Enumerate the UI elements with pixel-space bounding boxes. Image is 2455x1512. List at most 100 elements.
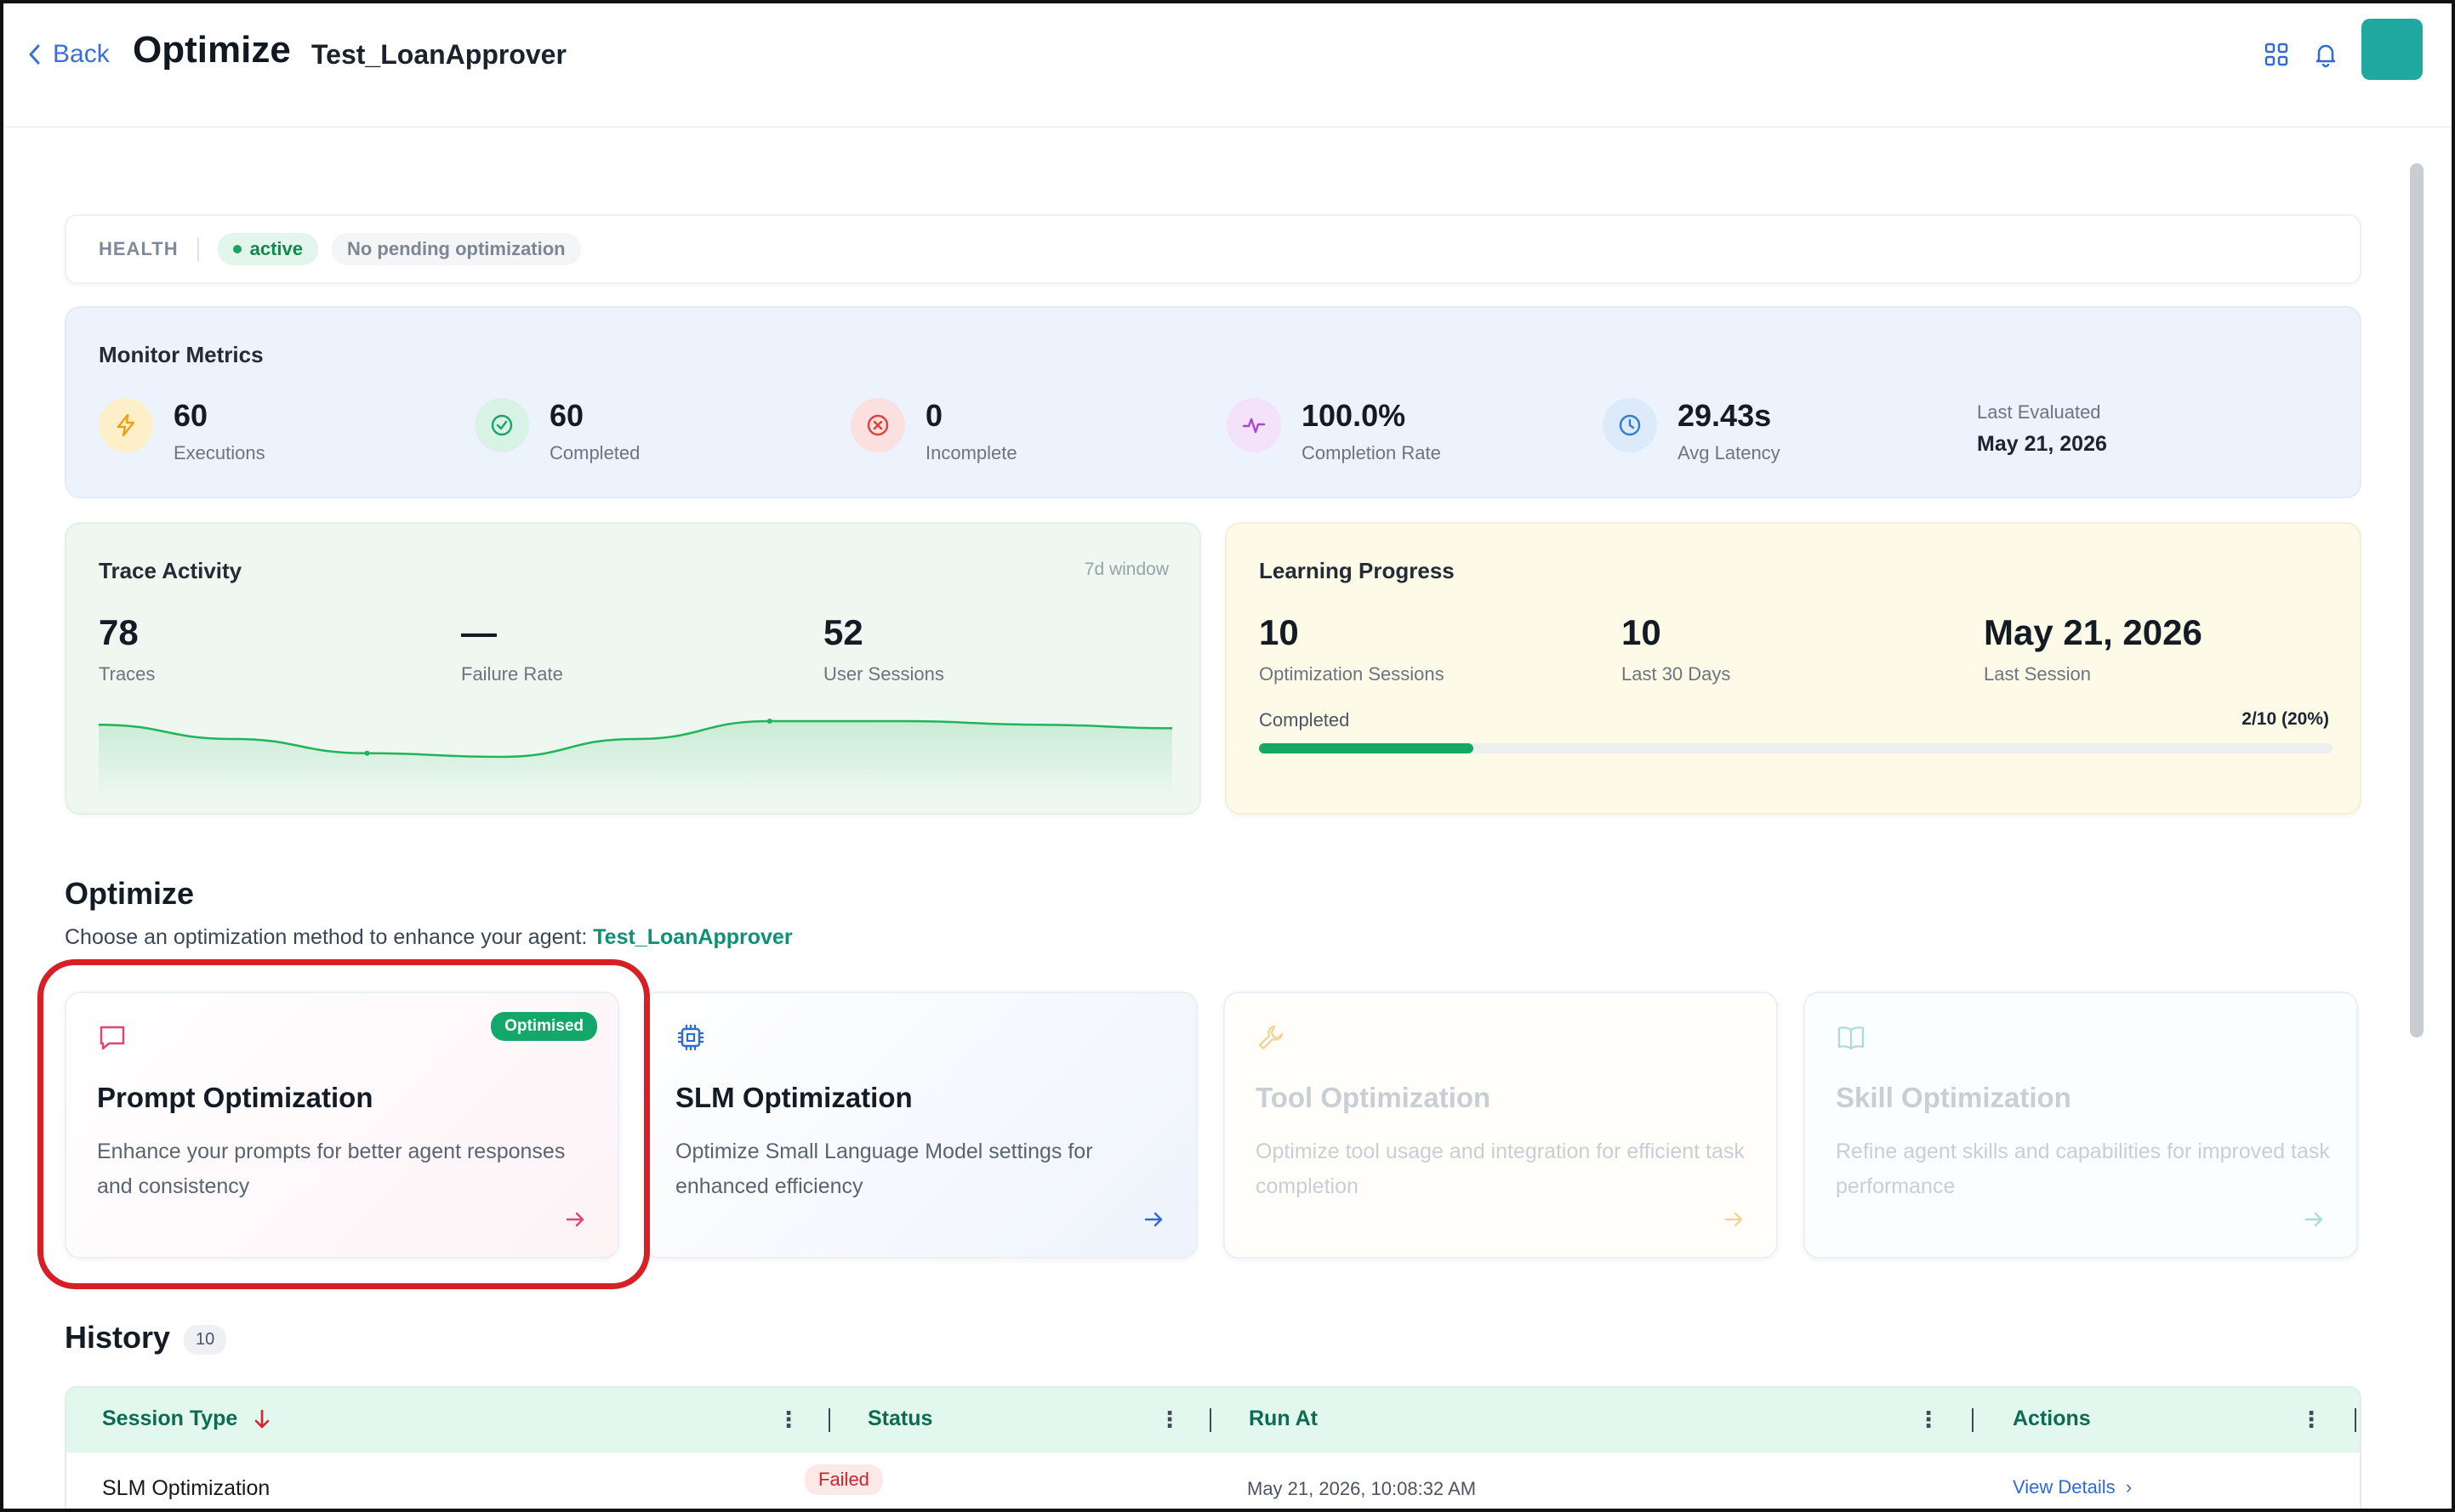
- stat-label: User Sessions: [823, 663, 944, 685]
- view-details-label: View Details: [2013, 1476, 2116, 1498]
- stat-failure-rate: — Failure Rate: [461, 612, 563, 685]
- bell-icon[interactable]: [2312, 41, 2339, 68]
- history-table: Session Type ⋮ Status ⋮ Run At ⋮ Actions…: [65, 1386, 2361, 1509]
- optimize-section-title: Optimize: [65, 876, 195, 911]
- stat-label: Last Session: [1984, 663, 2091, 685]
- pending-badge: No pending optimization: [331, 233, 581, 265]
- card-tool-optimization[interactable]: Tool Optimization Optimize tool usage an…: [1223, 992, 1778, 1259]
- stat-value: 10: [1259, 612, 1299, 652]
- table-header: Session Type ⋮ Status ⋮ Run At ⋮ Actions…: [66, 1388, 2360, 1452]
- clock-icon: [1603, 398, 1657, 452]
- status-text: active: [249, 238, 303, 259]
- trace-sparkline: [99, 719, 1172, 799]
- scrollbar-thumb[interactable]: [2410, 163, 2424, 1037]
- column-resize-handle[interactable]: [2355, 1408, 2356, 1432]
- column-menu-icon[interactable]: ⋮: [778, 1407, 800, 1432]
- column-header-status[interactable]: Status: [868, 1407, 932, 1431]
- page-title: Optimize: [133, 29, 291, 71]
- card-title: Tool Optimization: [1256, 1082, 1491, 1113]
- card-description: Optimize Small Language Model settings f…: [675, 1140, 1093, 1198]
- card-prompt-optimization[interactable]: Optimised Prompt Optimization Enhance yo…: [65, 992, 619, 1259]
- card-title: SLM Optimization: [675, 1082, 913, 1113]
- metric-value: 60: [174, 398, 208, 433]
- chevron-right-icon: ›: [2120, 1476, 2133, 1498]
- monitor-metrics-panel: Monitor Metrics 60 Executions 60 Complet…: [65, 306, 2361, 498]
- cell-run-at: May 21, 2026, 10:08:32 AM: [1247, 1478, 1477, 1499]
- metric-value: 0: [926, 398, 943, 433]
- column-menu-icon[interactable]: ⋮: [1917, 1407, 1940, 1432]
- trace-activity-title: Trace Activity: [99, 558, 242, 583]
- column-header-actions[interactable]: Actions: [2013, 1407, 2091, 1431]
- progress-text: 2/10 (20%): [2241, 709, 2329, 729]
- column-menu-icon[interactable]: ⋮: [1159, 1407, 1181, 1432]
- stat-label: Optimization Sessions: [1259, 663, 1444, 685]
- cell-session-type: SLM Optimization: [102, 1476, 271, 1500]
- card-skill-optimization[interactable]: Skill Optimization Refine agent skills a…: [1803, 992, 2358, 1259]
- column-resize-handle[interactable]: [1972, 1408, 1974, 1432]
- progress-label: Completed: [1259, 709, 1350, 730]
- column-menu-icon[interactable]: ⋮: [2300, 1407, 2322, 1432]
- stat-value: —: [461, 612, 497, 652]
- stat-last-session: May 21, 2026 Last Session: [1984, 612, 2202, 685]
- status-badge: active: [217, 233, 318, 265]
- divider: [197, 237, 199, 261]
- metric-label: Completed: [550, 442, 641, 463]
- history-title: History: [65, 1320, 171, 1355]
- last-evaluated-value: May 21, 2026: [1977, 432, 2107, 456]
- optimize-subtitle: Choose an optimization method to enhance…: [65, 925, 793, 950]
- book-icon: [1837, 1026, 1865, 1050]
- avatar[interactable]: [2361, 19, 2423, 80]
- x-circle-icon: [851, 398, 905, 452]
- column-header-session-type[interactable]: Session Type: [102, 1407, 271, 1431]
- chevron-left-icon: [29, 44, 40, 65]
- sparkline-area: [99, 721, 1172, 799]
- stat-last-30-days: 10 Last 30 Days: [1621, 612, 1730, 685]
- chat-icon: [100, 1026, 125, 1050]
- column-label: Run At: [1249, 1407, 1318, 1430]
- health-bar: HEALTH active No pending optimization: [65, 214, 2361, 284]
- grid-icon[interactable]: [2263, 41, 2290, 68]
- column-label: Actions: [2013, 1407, 2091, 1430]
- trace-activity-panel: Trace Activity 7d window 78 Traces — Fai…: [65, 522, 1201, 815]
- learning-progress-title: Learning Progress: [1259, 558, 1455, 583]
- stat-label: Last 30 Days: [1621, 663, 1731, 685]
- stat-label: Traces: [99, 663, 156, 685]
- optimize-agent-name: Test_LoanApprover: [593, 925, 793, 949]
- stat-value: 52: [823, 612, 863, 652]
- metric-label: Completion Rate: [1302, 442, 1441, 463]
- wrench-icon: [1258, 1025, 1284, 1050]
- activity-icon: [1227, 398, 1281, 452]
- progress-fill: [1259, 743, 1474, 753]
- status-badge-failed: Failed: [805, 1464, 883, 1495]
- back-label: Back: [53, 40, 110, 68]
- progress-bar: [1259, 743, 2333, 753]
- column-label: Status: [868, 1407, 933, 1430]
- time-window-label: 7d window: [1084, 560, 1169, 579]
- arrow-right-icon: [2304, 1212, 2323, 1227]
- arrow-right-icon: [566, 1212, 584, 1227]
- last-evaluated-label: Last Evaluated: [1977, 401, 2101, 423]
- column-resize-handle[interactable]: [829, 1408, 830, 1432]
- health-label: HEALTH: [99, 238, 179, 259]
- column-header-run-at[interactable]: Run At: [1249, 1407, 1318, 1431]
- metric-value: 60: [550, 398, 584, 433]
- arrow-right-icon: [1144, 1212, 1163, 1227]
- column-resize-handle[interactable]: [1210, 1408, 1211, 1432]
- card-title: Skill Optimization: [1836, 1082, 2071, 1113]
- metric-label: Avg Latency: [1677, 442, 1780, 463]
- back-button[interactable]: Back: [26, 37, 110, 71]
- column-label: Session Type: [102, 1407, 238, 1430]
- metric-label: Incomplete: [926, 442, 1017, 463]
- card-slm-optimization[interactable]: SLM Optimization Optimize Small Language…: [643, 992, 1198, 1259]
- agent-name: Test_LoanApprover: [311, 39, 567, 70]
- last-evaluated: Last Evaluated May 21, 2026: [1977, 401, 2107, 457]
- sparkline-point: [364, 750, 370, 756]
- lightning-icon: [99, 398, 153, 452]
- metric-value: 100.0%: [1302, 398, 1406, 433]
- stat-value: 78: [99, 612, 139, 652]
- view-details-link[interactable]: View Details ›: [2013, 1476, 2132, 1498]
- card-title: Prompt Optimization: [97, 1082, 373, 1113]
- sort-desc-icon[interactable]: [253, 1408, 271, 1430]
- optimize-subtitle-text: Choose an optimization method to enhance…: [65, 925, 588, 949]
